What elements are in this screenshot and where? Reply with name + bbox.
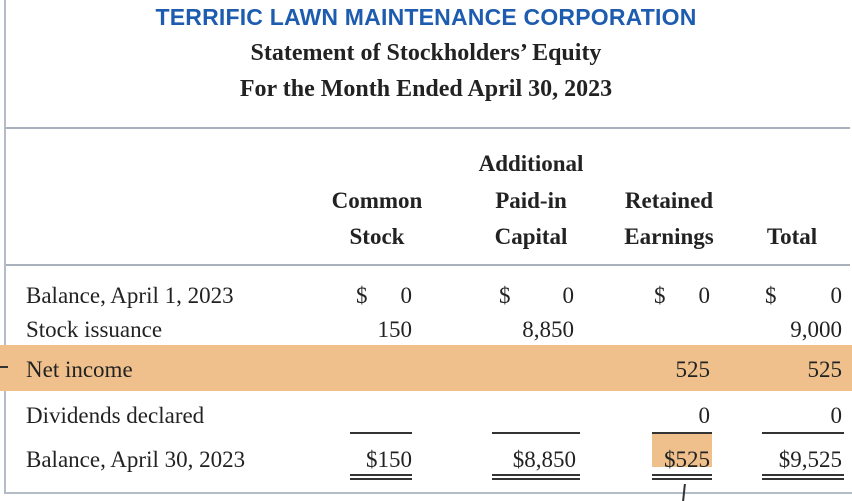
double-underline <box>762 474 844 476</box>
cell-ending-retained: $525 <box>664 447 710 472</box>
col-retained-line1: Retained <box>624 188 714 213</box>
cell-ending-total: $9,525 <box>778 447 842 472</box>
dollar-sign: $ <box>356 283 368 308</box>
statement-period: For the Month Ended April 30, 2023 <box>239 76 613 102</box>
double-underline <box>652 478 712 480</box>
statement-frame <box>4 0 852 494</box>
header-divider <box>6 127 850 129</box>
double-underline <box>762 478 844 480</box>
double-underline <box>350 474 412 476</box>
col-retained-line2: Earnings <box>624 224 714 249</box>
single-underline <box>492 432 580 434</box>
column-header-divider <box>6 264 850 266</box>
cell-dividends-retained: 0 <box>698 403 711 428</box>
dollar-sign: $ <box>654 283 666 308</box>
dollar-sign: $ <box>765 283 777 308</box>
row-label-dividends: Dividends declared <box>26 403 205 428</box>
double-underline <box>652 474 712 476</box>
company-name: TERRIFIC LAWN MAINTENANCE CORPORATION <box>155 4 697 30</box>
single-underline <box>652 432 712 434</box>
row-label-net-income: Net income <box>26 357 133 382</box>
cell-opening-total: 0 <box>830 283 843 308</box>
cell-issuance-apic: 8,850 <box>522 317 574 342</box>
col-total: Total <box>766 224 818 249</box>
col-apic-line3: Capital <box>494 224 568 249</box>
single-underline <box>350 432 412 434</box>
statement-title: Statement of Stockholders’ Equity <box>250 40 602 66</box>
col-common-line1: Common <box>331 188 423 213</box>
col-apic-line2: Paid-in <box>495 188 567 213</box>
double-underline <box>350 478 412 480</box>
cell-issuance-common: 150 <box>377 317 413 342</box>
row-label-opening: Balance, April 1, 2023 <box>26 283 234 308</box>
cell-ending-apic: $8,850 <box>512 447 576 472</box>
cell-opening-retained: 0 <box>698 283 711 308</box>
cell-ending-common: $150 <box>366 447 412 472</box>
col-apic-line1: Additional <box>478 151 584 176</box>
pointer-line-left <box>0 366 8 368</box>
col-common-line2: Stock <box>349 224 405 249</box>
cell-dividends-total: 0 <box>830 403 843 428</box>
cell-opening-common: 0 <box>400 283 413 308</box>
cell-net-income-total: 525 <box>807 357 843 382</box>
cell-issuance-total: 9,000 <box>790 317 842 342</box>
row-label-ending: Balance, April 30, 2023 <box>26 447 246 472</box>
single-underline <box>762 432 844 434</box>
double-underline <box>492 474 580 476</box>
cell-net-income-retained: 525 <box>675 357 711 382</box>
dollar-sign: $ <box>499 283 511 308</box>
retained-ending-highlight <box>652 433 712 467</box>
row-label-issuance: Stock issuance <box>26 317 163 342</box>
double-underline <box>492 478 580 480</box>
net-income-highlight <box>0 345 852 391</box>
cell-opening-apic: 0 <box>562 283 575 308</box>
